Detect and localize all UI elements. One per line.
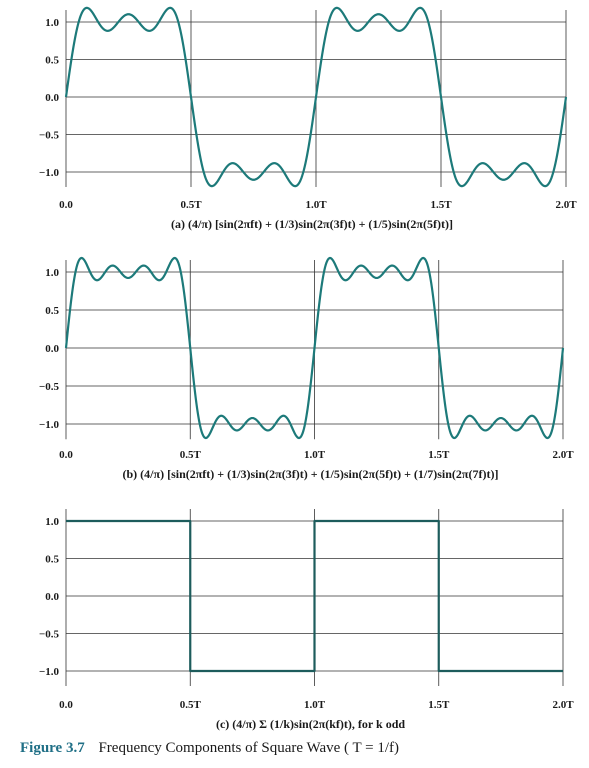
y-tick-label: −0.5 <box>39 629 60 641</box>
x-tick-label: 0.0 <box>59 699 73 711</box>
y-tick-label: −0.5 <box>39 130 60 142</box>
series-line <box>64 256 565 440</box>
x-tick-label: 0.5T <box>180 449 202 461</box>
y-tick-label: 0.5 <box>45 554 59 566</box>
panel-caption: (b) (4/π) [sin(2πft) + (1/3)sin(2π(3f)t)… <box>123 467 499 481</box>
x-tick-label: 2.0T <box>555 199 577 211</box>
y-tick-label: 1.0 <box>45 17 59 29</box>
figure-caption: Figure 3.7 Frequency Components of Squar… <box>20 740 399 757</box>
x-tick-label: 2.0T <box>552 699 574 711</box>
chart-panel-1: 1.0 0.5 0.0 −0.5 −1.0 0.0 0.5T 1.0T 1.5T 2.0T (a) … <box>39 6 577 231</box>
y-tick-label: 0.0 <box>45 92 59 104</box>
x-tick-label: 2.0T <box>552 449 574 461</box>
figure: 1.0 0.5 0.0 −0.5 −1.0 0.0 0.5T 1.0T 1.5T 2.0T (a) … <box>39 6 577 731</box>
figure-number: Figure 3.7 <box>20 740 85 756</box>
panel-caption: (c) (4/π) Σ (1/k)sin(2π(kf)t), for k odd <box>216 717 405 731</box>
y-tick-label: 0.0 <box>45 343 59 355</box>
x-tick-label: 0.0 <box>59 449 73 461</box>
x-tick-label: 1.0T <box>305 199 327 211</box>
y-tick-label: 0.0 <box>45 591 59 603</box>
x-tick-label: 0.5T <box>180 699 202 711</box>
y-tick-label: 0.5 <box>45 55 59 67</box>
x-tick-label: 1.0T <box>304 699 326 711</box>
x-tick-label: 0.5T <box>180 199 202 211</box>
figure-title: Frequency Components of Square Wave ( T … <box>98 740 399 756</box>
x-tick-label: 1.5T <box>428 699 450 711</box>
x-tick-label: 0.0 <box>59 199 73 211</box>
x-tick-label: 1.0T <box>304 449 326 461</box>
chart-panel-3: 1.0 0.5 0.0 −0.5 −1.0 0.0 0.5T 1.0T 1.5T 2.0T (c) … <box>39 509 574 731</box>
x-tick-label: 1.5T <box>428 449 450 461</box>
y-tick-label: 1.0 <box>45 516 59 528</box>
y-tick-label: −1.0 <box>39 167 60 179</box>
y-tick-label: −1.0 <box>39 666 60 678</box>
y-tick-label: 1.0 <box>45 267 59 279</box>
y-tick-label: 0.5 <box>45 305 59 317</box>
x-tick-label: 1.5T <box>430 199 452 211</box>
y-tick-label: −0.5 <box>39 381 60 393</box>
chart-panel-2: 1.0 0.5 0.0 −0.5 −1.0 0.0 0.5T 1.0T 1.5T 2.0T (b) … <box>39 256 574 481</box>
series-line <box>64 6 568 188</box>
y-tick-label: −1.0 <box>39 419 60 431</box>
panel-caption: (a) (4/π) [sin(2πft) + (1/3)sin(2π(3f)t)… <box>171 217 453 231</box>
series-line <box>66 519 563 673</box>
